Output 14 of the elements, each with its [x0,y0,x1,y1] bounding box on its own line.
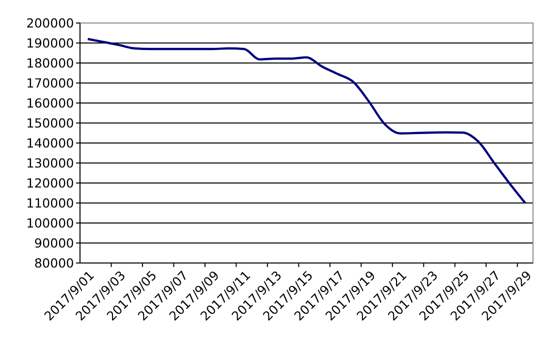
line-series [86,38,526,204]
y-tick-label: 90000 [34,235,74,250]
y-tick-label: 130000 [26,155,74,170]
y-tick-label: 180000 [26,55,74,70]
y-tick-label: 160000 [26,95,74,110]
y-tick-label: 110000 [26,195,74,210]
y-tick-label: 100000 [26,215,74,230]
y-tick-label: 140000 [26,135,74,150]
y-tick-label: 170000 [26,75,74,90]
y-tick-label: 190000 [26,35,74,50]
y-tick-label: 150000 [26,115,74,130]
y-tick-label: 120000 [26,175,74,190]
y-tick-label: 200000 [26,15,74,30]
y-tick-label: 80000 [34,255,74,270]
